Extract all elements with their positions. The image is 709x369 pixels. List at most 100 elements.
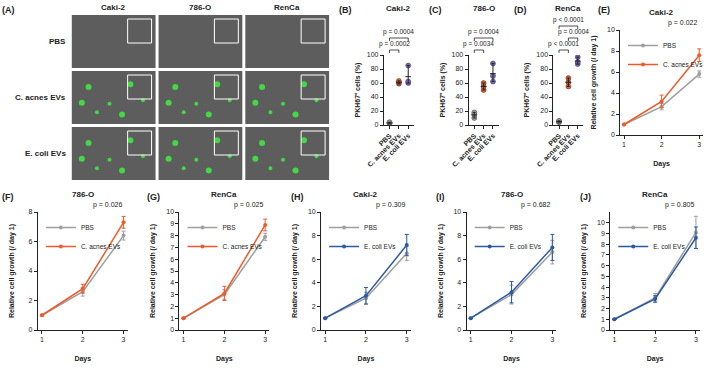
svg-text:Days: Days bbox=[358, 355, 375, 363]
svg-text:7: 7 bbox=[601, 251, 605, 258]
svg-text:p = 0.0034: p = 0.0034 bbox=[463, 40, 494, 48]
svg-text:Relative cell growth (/ day 1): Relative cell growth (/ day 1) bbox=[590, 35, 598, 129]
svg-text:80: 80 bbox=[371, 65, 379, 72]
svg-text:3: 3 bbox=[170, 291, 174, 298]
svg-text:Days: Days bbox=[503, 355, 520, 363]
svg-text:Relative cell growth (/ day 1): Relative cell growth (/ day 1) bbox=[437, 224, 445, 318]
svg-text:10: 10 bbox=[166, 208, 174, 215]
svg-text:80: 80 bbox=[455, 65, 463, 72]
svg-text:Days: Days bbox=[653, 160, 670, 168]
svg-text:PBS: PBS bbox=[547, 132, 562, 147]
svg-text:PBS: PBS bbox=[462, 132, 477, 147]
svg-text:Days: Days bbox=[74, 355, 91, 363]
svg-text:PBS: PBS bbox=[222, 224, 236, 231]
svg-text:PKH67⁺ cells (%): PKH67⁺ cells (%) bbox=[354, 63, 362, 118]
svg-text:Relative cell growth (/ day 1): Relative cell growth (/ day 1) bbox=[291, 224, 299, 318]
svg-text:786-O: 786-O bbox=[473, 4, 495, 13]
svg-text:6: 6 bbox=[457, 256, 461, 263]
svg-text:Caki-2: Caki-2 bbox=[353, 190, 378, 199]
svg-text:9: 9 bbox=[601, 230, 605, 237]
svg-text:4: 4 bbox=[601, 284, 605, 291]
svg-text:3: 3 bbox=[697, 141, 701, 148]
svg-text:8: 8 bbox=[312, 232, 316, 239]
svg-text:Caki-2: Caki-2 bbox=[386, 4, 411, 13]
svg-text:C. acnes EVs: C. acnes EVs bbox=[366, 132, 402, 168]
svg-text:40: 40 bbox=[371, 93, 379, 100]
svg-text:RenCa: RenCa bbox=[274, 3, 300, 12]
svg-text:20: 20 bbox=[455, 107, 463, 114]
svg-text:C. acnes EVs: C. acnes EVs bbox=[81, 243, 121, 250]
svg-text:p < 0.0001: p < 0.0001 bbox=[553, 16, 584, 24]
svg-text:8: 8 bbox=[601, 241, 605, 248]
svg-text:0: 0 bbox=[601, 326, 605, 333]
svg-text:E. coli EVs: E. coli EVs bbox=[25, 149, 66, 158]
svg-text:PBS: PBS bbox=[364, 224, 378, 231]
svg-text:2: 2 bbox=[170, 303, 174, 310]
svg-text:E. coli EVs: E. coli EVs bbox=[466, 132, 496, 162]
svg-text:20: 20 bbox=[540, 107, 548, 114]
svg-text:C. acnes EVs: C. acnes EVs bbox=[15, 93, 66, 102]
svg-text:1: 1 bbox=[323, 336, 327, 343]
svg-text:10: 10 bbox=[453, 208, 461, 215]
svg-text:1: 1 bbox=[469, 336, 473, 343]
svg-text:(G): (G) bbox=[147, 192, 160, 202]
svg-text:0: 0 bbox=[375, 121, 379, 128]
svg-text:2: 2 bbox=[660, 141, 664, 148]
svg-text:E. coli EVs: E. coli EVs bbox=[653, 243, 685, 250]
svg-text:(I): (I) bbox=[436, 192, 445, 202]
svg-text:Relative cell growth (/ day 1): Relative cell growth (/ day 1) bbox=[8, 224, 16, 318]
svg-text:2: 2 bbox=[364, 336, 368, 343]
svg-text:PBS: PBS bbox=[653, 224, 667, 231]
svg-text:7: 7 bbox=[170, 244, 174, 251]
svg-text:C. acnes EVs: C. acnes EVs bbox=[663, 61, 703, 68]
svg-text:786-O: 786-O bbox=[501, 190, 523, 199]
svg-text:60: 60 bbox=[455, 79, 463, 86]
svg-text:p = 0.0004: p = 0.0004 bbox=[558, 28, 589, 36]
svg-text:PBS: PBS bbox=[81, 224, 95, 231]
svg-text:6: 6 bbox=[601, 262, 605, 269]
svg-text:(A): (A) bbox=[2, 5, 15, 15]
svg-text:1: 1 bbox=[182, 336, 186, 343]
svg-text:PBS: PBS bbox=[378, 132, 393, 147]
svg-text:6: 6 bbox=[611, 68, 615, 75]
svg-text:100: 100 bbox=[536, 51, 548, 58]
svg-text:8: 8 bbox=[457, 232, 461, 239]
svg-text:E. coli EVs: E. coli EVs bbox=[381, 132, 411, 162]
svg-text:(B): (B) bbox=[339, 5, 352, 15]
svg-text:786-O: 786-O bbox=[189, 3, 211, 12]
svg-text:2: 2 bbox=[601, 305, 605, 312]
svg-text:2: 2 bbox=[222, 336, 226, 343]
svg-text:2: 2 bbox=[81, 336, 85, 343]
svg-text:3: 3 bbox=[263, 336, 267, 343]
svg-text:40: 40 bbox=[455, 93, 463, 100]
svg-text:100: 100 bbox=[367, 51, 379, 58]
svg-text:3: 3 bbox=[601, 294, 605, 301]
svg-text:0: 0 bbox=[312, 326, 316, 333]
svg-text:6: 6 bbox=[170, 256, 174, 263]
svg-text:p = 0.025: p = 0.025 bbox=[234, 201, 263, 209]
svg-text:p < 0.0001: p < 0.0001 bbox=[548, 40, 579, 48]
svg-text:p = 0.805: p = 0.805 bbox=[665, 201, 694, 209]
svg-text:Days: Days bbox=[647, 355, 664, 363]
svg-text:100: 100 bbox=[452, 51, 464, 58]
svg-text:1: 1 bbox=[40, 336, 44, 343]
svg-text:3: 3 bbox=[405, 336, 409, 343]
svg-text:2: 2 bbox=[29, 297, 33, 304]
svg-text:8: 8 bbox=[29, 208, 33, 215]
svg-text:RenCa: RenCa bbox=[642, 190, 668, 199]
svg-text:5: 5 bbox=[170, 267, 174, 274]
svg-text:0: 0 bbox=[544, 121, 548, 128]
svg-text:(F): (F) bbox=[2, 192, 14, 202]
svg-text:p = 0.309: p = 0.309 bbox=[376, 201, 405, 209]
svg-text:8: 8 bbox=[170, 232, 174, 239]
svg-text:RenCa: RenCa bbox=[211, 190, 237, 199]
svg-text:C. acnes EVs: C. acnes EVs bbox=[451, 132, 487, 168]
svg-text:40: 40 bbox=[540, 93, 548, 100]
svg-text:PBS: PBS bbox=[49, 37, 66, 46]
svg-text:10: 10 bbox=[607, 26, 615, 33]
svg-text:2: 2 bbox=[611, 110, 615, 117]
svg-text:1: 1 bbox=[601, 316, 605, 323]
svg-text:4: 4 bbox=[170, 279, 174, 286]
svg-text:5: 5 bbox=[601, 273, 605, 280]
svg-text:10: 10 bbox=[597, 219, 605, 226]
